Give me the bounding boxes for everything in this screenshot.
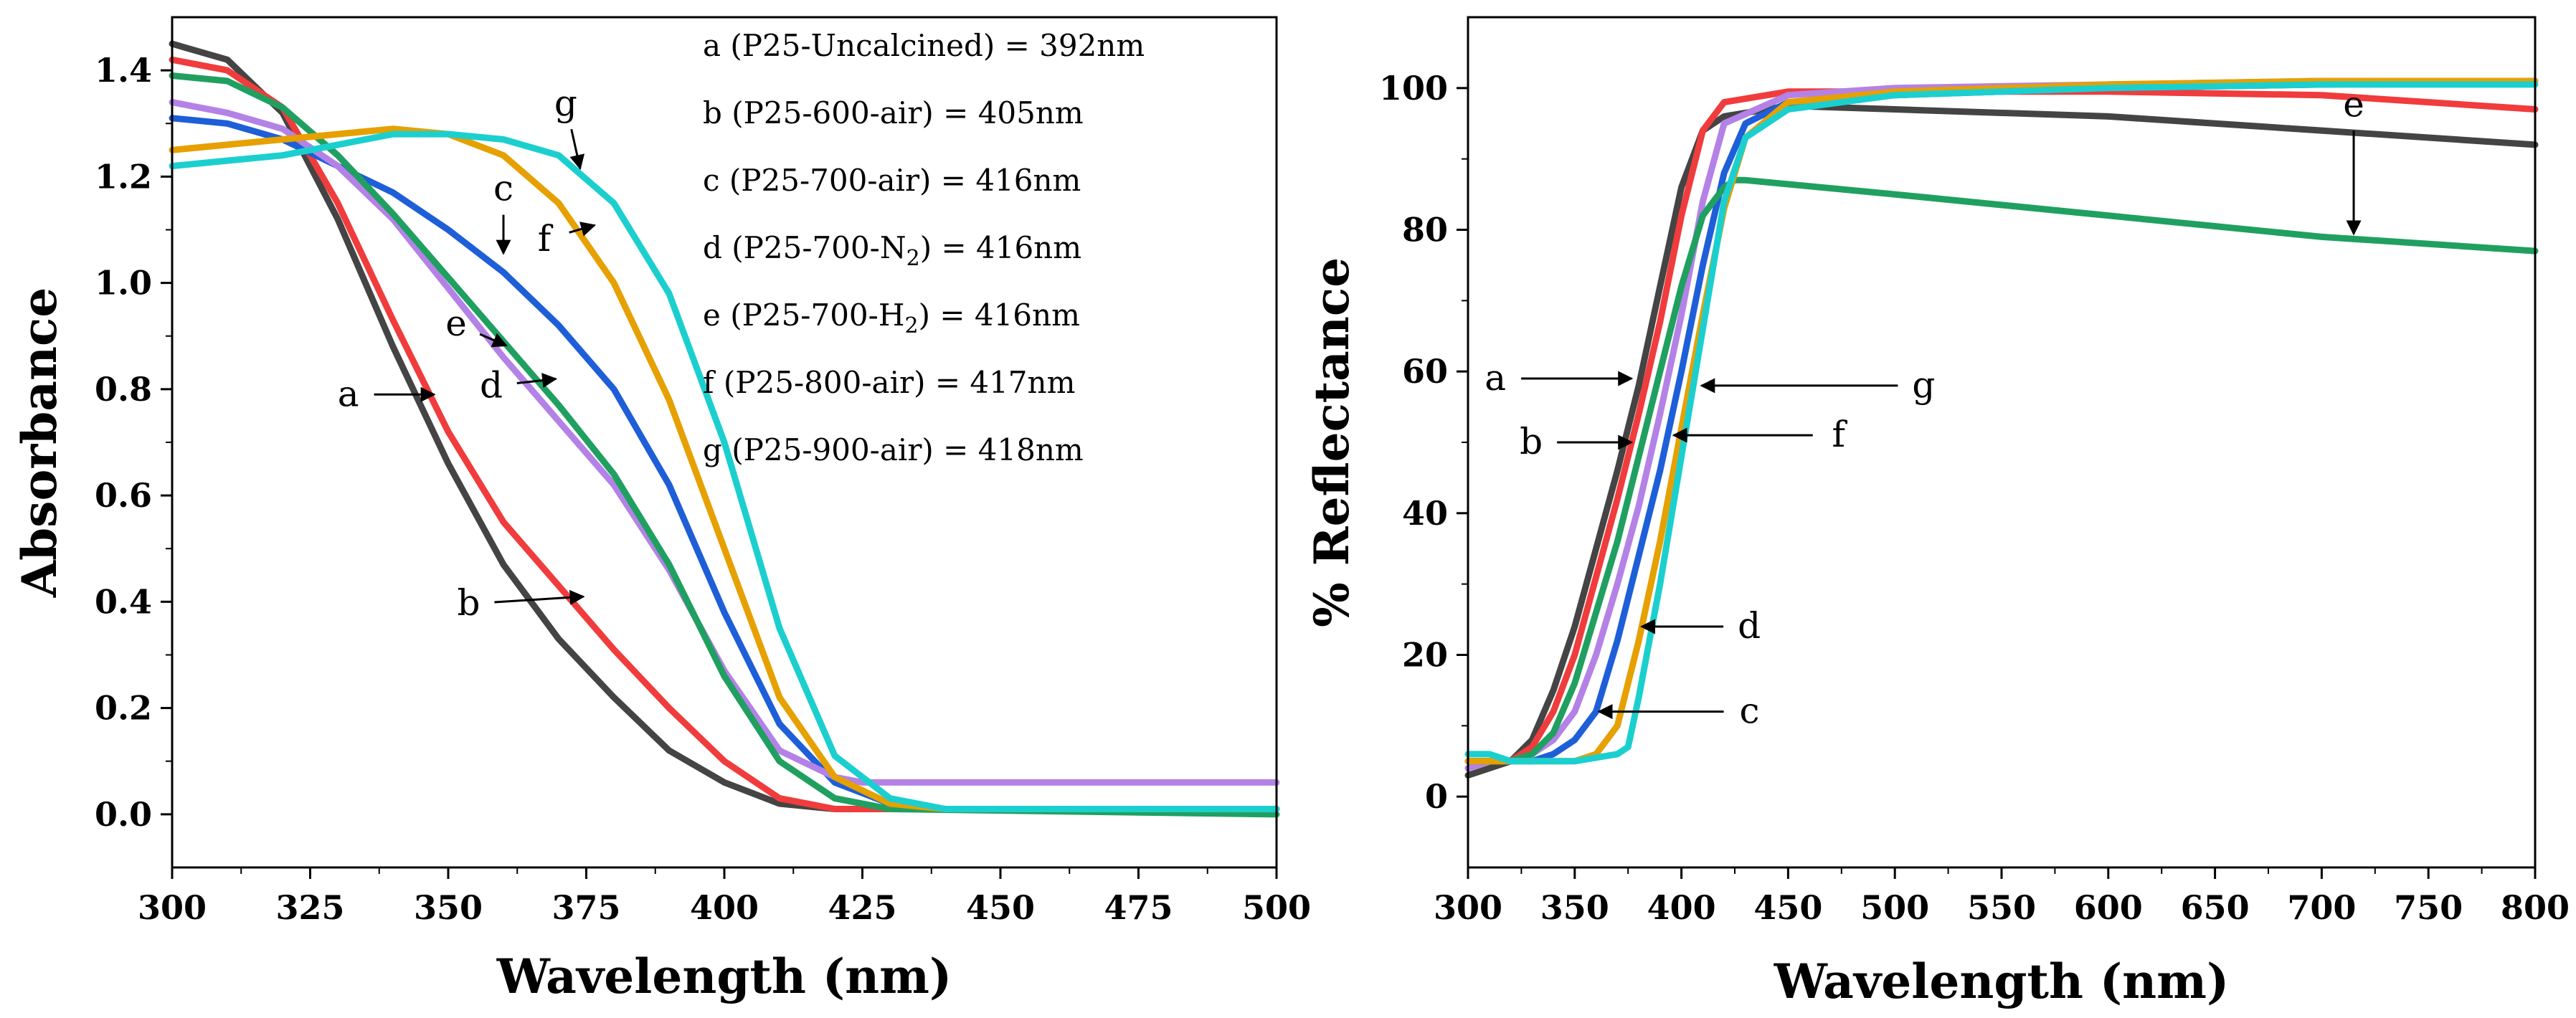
absorbance-series-d xyxy=(169,99,1280,786)
reflectance-y-axis-label: % Reflectance xyxy=(1304,257,1360,627)
reflectance-x-tick-label: 800 xyxy=(2501,888,2570,927)
absorbance-y-tick-label: 0.6 xyxy=(95,476,152,515)
reflectance-x-tick-label: 450 xyxy=(1753,888,1822,927)
legend-entry-d: d (P25-700-N2) = 416nm xyxy=(703,230,1081,271)
absorbance-x-axis-label: Wavelength (nm) xyxy=(496,948,952,1004)
absorbance-x-tick-label: 325 xyxy=(275,888,344,927)
absorbance-y-axis-label: Absorbance xyxy=(11,287,67,598)
absorbance-annotation-arrow-g xyxy=(569,128,585,171)
absorbance-series-e xyxy=(169,72,1280,818)
reflectance-series-group xyxy=(1464,77,2539,779)
reflectance-y-tick-label: 40 xyxy=(1402,494,1448,533)
reflectance-chart: 300 350 400 450 500 550 600 650 700 750 800 0 20 40 60… xyxy=(1304,16,2570,1009)
legend-entry-g: g (P25-900-air) = 418nm xyxy=(703,432,1084,467)
absorbance-series-g xyxy=(169,130,1280,812)
absorbance-ticks: 300 325 350 375 400 425 450 475 500 0.0 0.2 0.4 0.6 0… xyxy=(95,51,1311,927)
legend-entry-f: f (P25-800-air) = 417nm xyxy=(703,365,1075,400)
reflectance-y-tick-label: 20 xyxy=(1402,636,1448,675)
legend-entry-b: b (P25-600-air) = 405nm xyxy=(703,95,1084,130)
legend-entry-c: c (P25-700-air) = 416nm xyxy=(703,163,1081,198)
reflectance-y-tick-label: 100 xyxy=(1379,69,1448,108)
reflectance-annotation-label-b: b xyxy=(1520,421,1543,462)
absorbance-series-group xyxy=(169,40,1280,818)
absorbance-x-tick-label: 400 xyxy=(690,888,759,927)
reflectance-series-e xyxy=(1464,176,2539,765)
reflectance-ticks: 300 350 400 450 500 550 600 650 700 750 800 0 20 40 60… xyxy=(1379,69,2570,927)
absorbance-annotations: a b c de f g xyxy=(338,82,597,624)
absorbance-annotation-arrow-f xyxy=(569,222,597,237)
reflectance-annotation-label-g: g xyxy=(1912,364,1935,406)
absorbance-annotation-label-c: c xyxy=(493,168,513,209)
absorbance-y-tick-label: 1.2 xyxy=(95,157,152,196)
reflectance-annotation-label-a: a xyxy=(1484,357,1506,399)
absorbance-x-tick-label: 500 xyxy=(1242,888,1311,927)
reflectance-x-tick-label: 300 xyxy=(1434,888,1502,927)
absorbance-y-tick-label: 0.2 xyxy=(95,689,152,728)
reflectance-y-tick-label: 60 xyxy=(1402,352,1448,391)
absorbance-x-tick-label: 300 xyxy=(138,888,207,927)
absorbance-y-tick-label: 1.4 xyxy=(95,51,152,90)
absorbance-y-tick-label: 0.8 xyxy=(95,370,152,409)
reflectance-x-tick-label: 400 xyxy=(1647,888,1716,927)
reflectance-annotations: ab c d e f g xyxy=(1484,83,2364,731)
absorbance-annotation-label-f: f xyxy=(538,218,554,260)
reflectance-x-axis-label: Wavelength (nm) xyxy=(1774,953,2229,1009)
reflectance-annotation-label-f: f xyxy=(1832,414,1847,455)
absorbance-x-tick-label: 450 xyxy=(966,888,1035,927)
reflectance-x-tick-label: 500 xyxy=(1860,888,1929,927)
absorbance-annotation-label-d: d xyxy=(480,364,503,406)
legend-entry-a: a (P25-Uncalcined) = 392nm xyxy=(703,28,1145,63)
reflectance-annotation-label-e: e xyxy=(2343,83,2364,125)
reflectance-series-g xyxy=(1464,81,2539,765)
reflectance-x-tick-label: 650 xyxy=(2181,888,2250,927)
absorbance-annotation-arrow-b xyxy=(494,589,585,605)
absorbance-legend: a (P25-Uncalcined) = 392nm b (P25-600-air… xyxy=(703,28,1145,467)
absorbance-x-tick-label: 350 xyxy=(414,888,483,927)
reflectance-annotation-label-d: d xyxy=(1738,605,1761,647)
reflectance-annotation-label-c: c xyxy=(1740,690,1760,732)
legend-entry-e: e (P25-700-H2) = 416nm xyxy=(703,298,1080,338)
absorbance-annotation-label-e: e xyxy=(445,303,467,344)
absorbance-series-f xyxy=(169,125,1280,812)
reflectance-y-tick-label: 80 xyxy=(1402,211,1448,249)
reflectance-x-tick-label: 700 xyxy=(2287,888,2356,927)
absorbance-x-tick-label: 425 xyxy=(828,888,896,927)
absorbance-annotation-arrow-d xyxy=(516,373,558,389)
reflectance-x-tick-label: 550 xyxy=(1967,888,2036,927)
absorbance-annotation-label-b: b xyxy=(458,582,480,624)
absorbance-annotation-arrow-e xyxy=(479,333,508,348)
reflectance-series-a xyxy=(1464,103,2539,779)
absorbance-annotation-label-a: a xyxy=(338,373,359,414)
absorbance-y-tick-label: 0.4 xyxy=(95,582,152,621)
absorbance-y-tick-label: 0.0 xyxy=(95,795,152,834)
absorbance-x-tick-label: 475 xyxy=(1104,888,1173,927)
reflectance-x-tick-label: 350 xyxy=(1540,888,1609,927)
reflectance-y-tick-label: 0 xyxy=(1425,777,1448,816)
reflectance-x-tick-label: 750 xyxy=(2394,888,2463,927)
absorbance-y-tick-label: 1.0 xyxy=(95,264,152,303)
absorbance-chart: 300 325 350 375 400 425 450 475 500 0.0 0.2 0.4 0.6 0… xyxy=(11,16,1311,1004)
absorbance-x-tick-label: 375 xyxy=(551,888,620,927)
reflectance-x-tick-label: 600 xyxy=(2074,888,2143,927)
absorbance-annotation-label-g: g xyxy=(554,82,577,124)
